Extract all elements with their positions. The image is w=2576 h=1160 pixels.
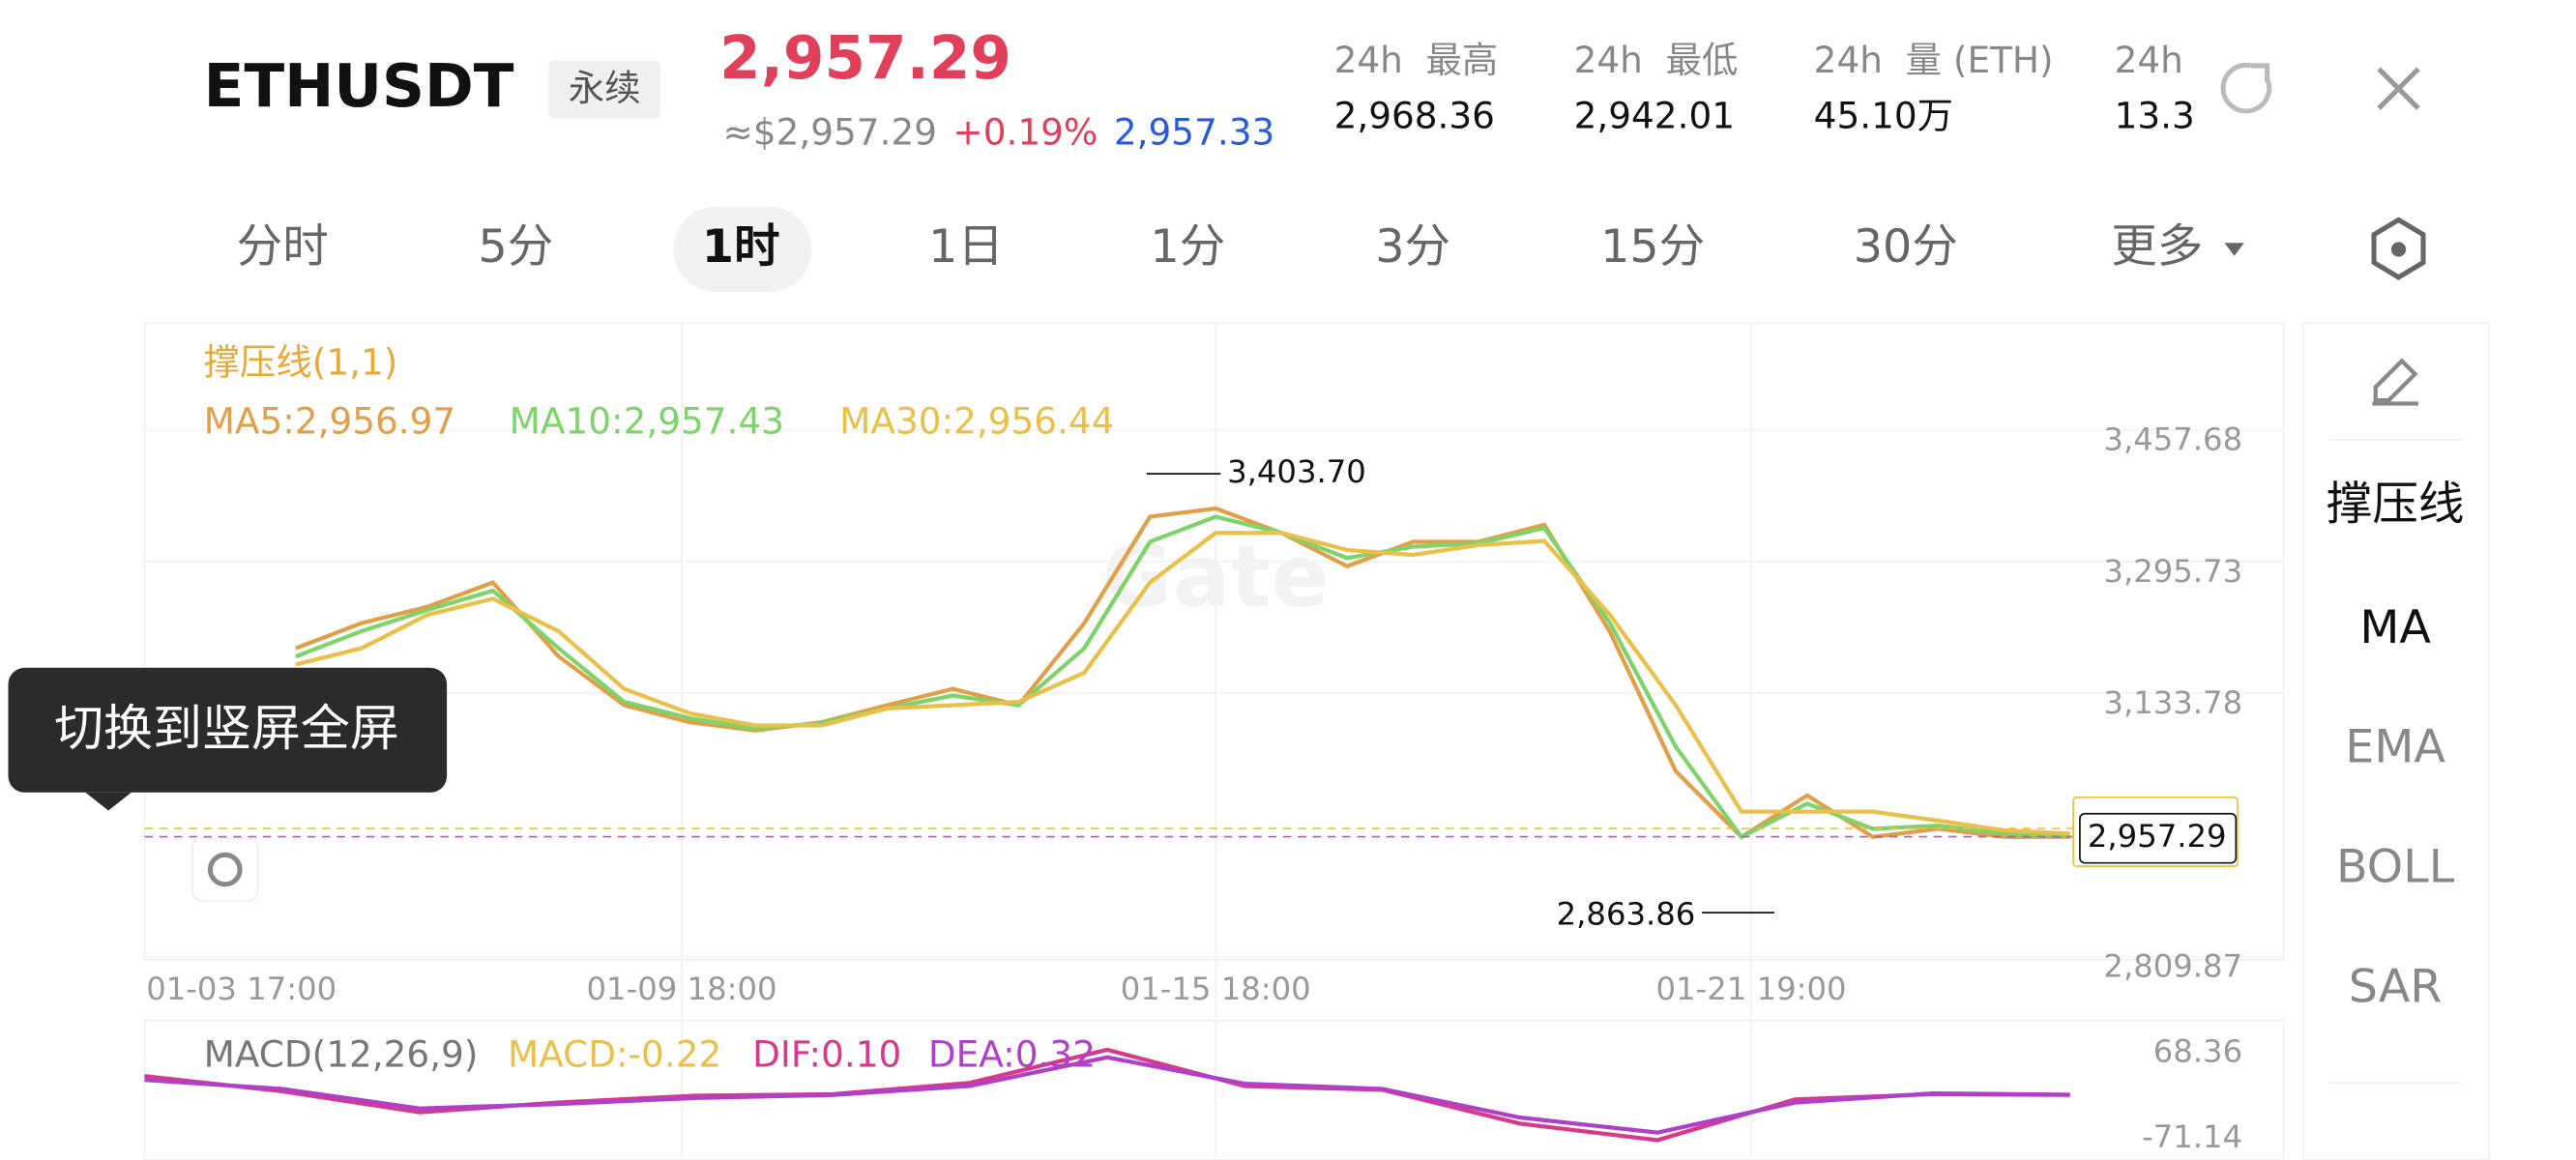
tooltip-text: 切换到竖屏全屏: [54, 701, 399, 758]
tab[interactable]: 15分: [1600, 220, 1705, 274]
ma-legend: MA5:2,956.97: [204, 399, 456, 442]
stat-value: 2,968.36: [1334, 95, 1495, 137]
usd-price: ≈$2,957.29: [723, 111, 937, 154]
macd-chart: 68.36 -71.14 MACD:-0.22 DIF:0.10 DEA:0.32: [144, 1033, 2242, 1155]
badge: 永续: [569, 67, 641, 109]
high-label: 3,403.70: [1227, 453, 1366, 490]
side-item[interactable]: EMA: [2345, 721, 2445, 774]
stat-label: 24h 最低: [1574, 39, 1739, 81]
tab[interactable]: 分时: [237, 220, 329, 274]
tab[interactable]: 1日: [928, 220, 1004, 274]
side-panel: [2302, 322, 2490, 1160]
side-item[interactable]: 撑压线: [2327, 478, 2465, 531]
vgrid: [681, 323, 1752, 1157]
stat-value: 2,942.01: [1574, 95, 1735, 137]
ma-line: [295, 514, 2070, 840]
stat-label: 24h 量 (ETH): [1814, 39, 2054, 81]
tab[interactable]: 1分: [1150, 220, 1225, 274]
y-tick-label: 2,809.87: [2103, 947, 2242, 984]
macd-legend: DEA:0.32: [928, 1033, 1096, 1076]
badge-bg: [548, 60, 660, 119]
more-arrow: [2224, 243, 2244, 256]
macd-title: MACD(12,26,9): [204, 1033, 479, 1076]
settings-icon[interactable]: [2371, 217, 2426, 280]
tabs: 分时 5分 1时 1日 1分 3分 15分 30分 更多: [237, 220, 2204, 274]
active-tab-bg: [673, 206, 812, 293]
refresh-icon[interactable]: [2220, 62, 2272, 114]
x-tick-label: 01-21 19:00: [1656, 971, 1847, 1007]
side-item[interactable]: MA: [2359, 601, 2431, 654]
symbol: ETHUSDT: [204, 52, 514, 121]
tooltip-arrow: [85, 792, 132, 811]
price: 2,957.29: [719, 24, 1011, 93]
tab[interactable]: 更多: [2111, 220, 2203, 274]
price-chart: 3,457.68 3,295.73 3,133.78 2,809.87 01-03 17…: [144, 399, 2284, 1007]
y-tick-label: 3,457.68: [2103, 421, 2242, 458]
ma-legend: MA30:2,956.44: [839, 399, 1114, 442]
stat-value: 45.10万: [1814, 95, 1953, 137]
stat-label: 24h 最高: [1334, 39, 1499, 81]
macd-legend: MACD:-0.22: [508, 1033, 721, 1076]
x-tick-label: 01-03 17:00: [146, 971, 337, 1007]
rotate-icon[interactable]: [190, 837, 259, 902]
ma-line: [295, 531, 2070, 836]
ma-legend: MA10:2,957.43: [510, 399, 784, 442]
tooltip-box: [8, 667, 448, 793]
macd-line: [144, 1055, 2070, 1135]
change: +0.19%: [952, 111, 1098, 154]
y-tick-label: 3,133.78: [2103, 684, 2242, 721]
chart-frame: [143, 322, 2285, 961]
close-icon[interactable]: [2377, 67, 2420, 110]
macd-max: 68.36: [2153, 1033, 2242, 1070]
low-label: 2,863.86: [1557, 896, 1696, 933]
side-item[interactable]: SAR: [2349, 960, 2443, 1013]
macd-min: -71.14: [2142, 1118, 2242, 1155]
tab[interactable]: 1时: [702, 220, 780, 274]
side-item[interactable]: BOLL: [2336, 841, 2455, 894]
tab[interactable]: 30分: [1854, 220, 1958, 274]
y-tick-label: 3,295.73: [2103, 553, 2242, 590]
tooltip: 切换到竖屏全屏: [8, 667, 448, 811]
x-tick-label: 01-09 18:00: [587, 971, 777, 1007]
side-menu: 撑压线 MA EMA BOLL SAR: [2327, 439, 2465, 1085]
stat-value: 13.3: [2115, 95, 2195, 137]
indicator-label: 撑压线(1,1): [204, 340, 398, 383]
watermark: Gate: [1102, 527, 1329, 626]
macd-legend: DIF:0.10: [752, 1033, 901, 1076]
last-price-box-outer: [2072, 796, 2239, 867]
tab[interactable]: 3分: [1375, 220, 1450, 274]
stat-label: 24h: [2115, 39, 2183, 81]
x-tick-label: 01-15 18:00: [1121, 971, 1311, 1007]
last-price-box: [2079, 812, 2238, 864]
last-price-label: 2,957.29: [2088, 818, 2227, 855]
ma-line: [295, 506, 2070, 840]
stats: 24h 最高 2,968.36 24h 最低 2,942.01 24h 量 (ETH) 4…: [1334, 39, 2195, 137]
draw-icon[interactable]: [2372, 358, 2418, 406]
mark-price: 2,957.33: [1114, 111, 1274, 154]
macd-frame: [143, 1019, 2285, 1160]
tab[interactable]: 5分: [479, 220, 554, 274]
